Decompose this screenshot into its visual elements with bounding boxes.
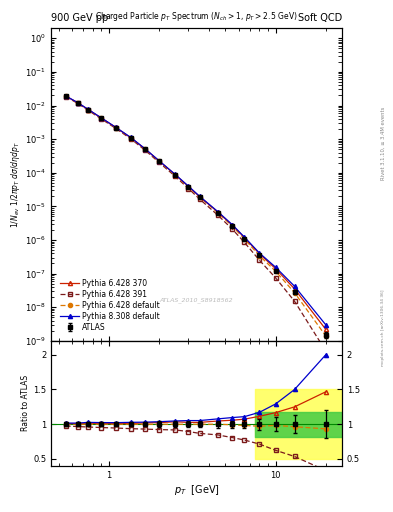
Pythia 6.428 370 <box>273 266 278 272</box>
Pythia 6.428 default <box>173 172 178 178</box>
Pythia 8.308 default <box>99 115 104 121</box>
Pythia 8.308 default <box>63 93 68 99</box>
Text: ATLAS_2010_S8918562: ATLAS_2010_S8918562 <box>160 297 233 303</box>
Pythia 6.428 391 <box>323 348 328 354</box>
Pythia 6.428 391 <box>242 239 247 245</box>
Pythia 6.428 default <box>99 115 104 121</box>
Pythia 6.428 default <box>215 209 220 216</box>
Pythia 6.428 391 <box>186 185 191 191</box>
Pythia 6.428 370 <box>99 115 104 121</box>
Pythia 6.428 391 <box>292 298 297 304</box>
Pythia 6.428 391 <box>215 212 220 218</box>
Pythia 6.428 default <box>128 135 133 141</box>
Pythia 8.308 default <box>292 283 297 289</box>
Line: Pythia 6.428 default: Pythia 6.428 default <box>64 94 328 338</box>
Text: mcplots.cern.ch [arXiv:1306.34 36]: mcplots.cern.ch [arXiv:1306.34 36] <box>381 289 385 366</box>
Pythia 8.308 default <box>157 158 162 164</box>
Pythia 6.428 391 <box>99 116 104 122</box>
Pythia 8.308 default <box>75 99 80 105</box>
Text: Rivet 3.1.10, ≥ 3.4M events: Rivet 3.1.10, ≥ 3.4M events <box>381 106 386 180</box>
Pythia 8.308 default <box>186 183 191 189</box>
Line: Pythia 8.308 default: Pythia 8.308 default <box>64 94 328 327</box>
Pythia 6.428 391 <box>75 100 80 106</box>
Pythia 6.428 391 <box>114 125 118 132</box>
Text: Charged Particle $p_T$ Spectrum ($N_{ch}>1$, $p_T>2.5$ GeV): Charged Particle $p_T$ Spectrum ($N_{ch}… <box>95 10 298 23</box>
Pythia 8.308 default <box>197 193 202 199</box>
Pythia 8.308 default <box>128 134 133 140</box>
Pythia 8.308 default <box>215 208 220 215</box>
Legend: Pythia 6.428 370, Pythia 6.428 391, Pythia 6.428 default, Pythia 8.308 default, : Pythia 6.428 370, Pythia 6.428 391, Pyth… <box>58 276 162 334</box>
Pythia 6.428 default <box>242 236 247 242</box>
Pythia 6.428 370 <box>157 158 162 164</box>
Pythia 6.428 391 <box>230 226 235 232</box>
Pythia 6.428 370 <box>292 286 297 292</box>
Pythia 6.428 default <box>186 184 191 190</box>
Pythia 8.308 default <box>173 172 178 178</box>
Text: 900 GeV pp: 900 GeV pp <box>51 13 108 23</box>
Pythia 8.308 default <box>143 146 147 152</box>
Pythia 6.428 370 <box>230 222 235 228</box>
Pythia 8.308 default <box>230 222 235 228</box>
Pythia 6.428 370 <box>197 194 202 200</box>
Pythia 6.428 default <box>114 124 118 131</box>
Y-axis label: Ratio to ATLAS: Ratio to ATLAS <box>21 375 30 432</box>
Pythia 6.428 default <box>86 106 90 113</box>
Pythia 6.428 391 <box>173 173 178 179</box>
Pythia 6.428 370 <box>242 234 247 241</box>
Pythia 6.428 391 <box>273 275 278 281</box>
Pythia 6.428 default <box>157 158 162 164</box>
Pythia 6.428 default <box>257 252 262 259</box>
Pythia 6.428 391 <box>128 136 133 142</box>
Pythia 6.428 default <box>273 268 278 274</box>
Pythia 6.428 391 <box>197 196 202 202</box>
Pythia 6.428 391 <box>157 159 162 165</box>
Pythia 6.428 default <box>323 333 328 339</box>
X-axis label: $p_T$  [GeV]: $p_T$ [GeV] <box>174 482 219 497</box>
Pythia 6.428 default <box>197 194 202 200</box>
Pythia 6.428 391 <box>257 257 262 263</box>
Pythia 6.428 370 <box>63 93 68 99</box>
Pythia 8.308 default <box>323 322 328 328</box>
Pythia 8.308 default <box>242 234 247 240</box>
Y-axis label: $1/N_{ev}$ $1/2\pi p_T$ $d\sigma/d\eta dp_T$: $1/N_{ev}$ $1/2\pi p_T$ $d\sigma/d\eta d… <box>9 141 22 228</box>
Pythia 6.428 370 <box>143 146 147 152</box>
Pythia 6.428 370 <box>114 124 118 131</box>
Pythia 6.428 default <box>143 146 147 153</box>
Pythia 6.428 391 <box>143 147 147 154</box>
Pythia 6.428 default <box>230 223 235 229</box>
Pythia 6.428 370 <box>75 100 80 106</box>
Pythia 6.428 default <box>75 100 80 106</box>
Line: Pythia 6.428 391: Pythia 6.428 391 <box>64 94 328 353</box>
Pythia 6.428 370 <box>128 135 133 141</box>
Pythia 8.308 default <box>257 250 262 256</box>
Text: Soft QCD: Soft QCD <box>298 13 342 23</box>
Pythia 6.428 370 <box>323 326 328 332</box>
Pythia 6.428 370 <box>257 251 262 257</box>
Pythia 6.428 370 <box>215 209 220 215</box>
Pythia 6.428 370 <box>186 183 191 189</box>
Pythia 8.308 default <box>114 124 118 131</box>
Pythia 8.308 default <box>86 106 90 113</box>
Pythia 6.428 391 <box>86 107 90 113</box>
Pythia 6.428 370 <box>173 172 178 178</box>
Line: Pythia 6.428 370: Pythia 6.428 370 <box>64 94 328 331</box>
Pythia 6.428 default <box>292 290 297 296</box>
Pythia 8.308 default <box>273 264 278 270</box>
Pythia 6.428 default <box>63 93 68 99</box>
Pythia 6.428 370 <box>86 106 90 113</box>
Pythia 6.428 391 <box>63 94 68 100</box>
